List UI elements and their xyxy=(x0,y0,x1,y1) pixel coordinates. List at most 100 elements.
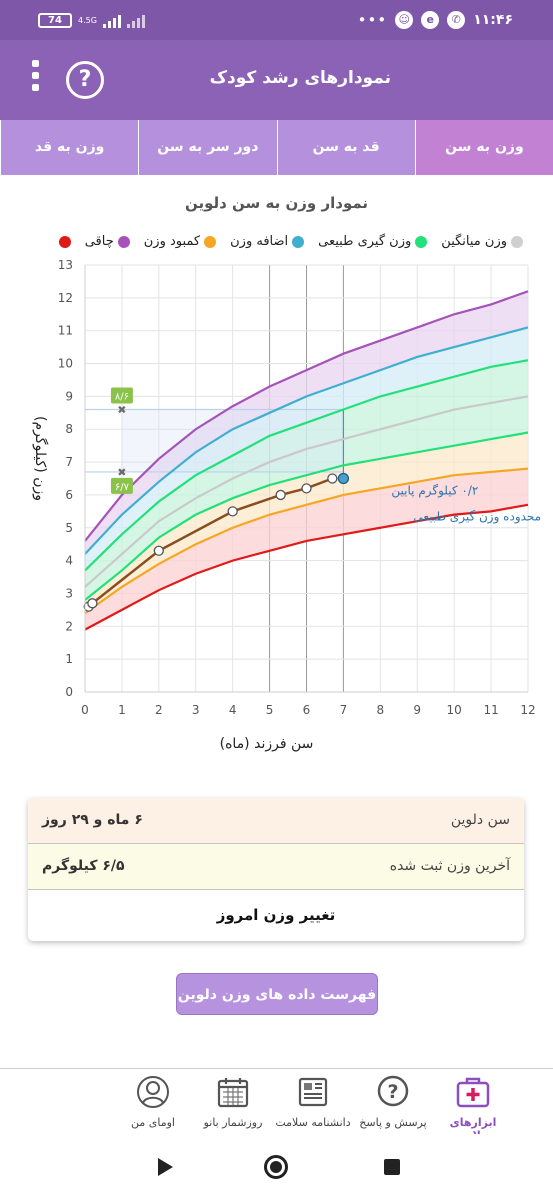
tab-height-for-age[interactable]: قد به سن xyxy=(276,120,415,175)
change-weight-button[interactable]: تغییر وزن امروز xyxy=(216,906,336,924)
legend-dot xyxy=(117,235,130,248)
series-line-5 xyxy=(84,467,529,615)
nav-profile[interactable]: اومای من xyxy=(113,1069,193,1134)
legend-item-overweight: اضافه وزن xyxy=(230,234,305,249)
weight-list-button[interactable]: فهرست داده های وزن دلوین xyxy=(176,973,378,1015)
band-area xyxy=(85,396,528,601)
band-area xyxy=(85,327,528,571)
legend-item-normal: وزن گیری طبیعی xyxy=(318,234,428,249)
x-tick-label: 8 xyxy=(377,703,385,717)
legend-dot xyxy=(292,235,305,248)
legend-item-red xyxy=(58,234,71,249)
tab-weight-for-age[interactable]: وزن به سن xyxy=(414,120,553,175)
child-weight-point xyxy=(275,489,286,501)
last-weight-row: آخرین وزن ثبت شده ۶/۵ کیلوگرم xyxy=(28,844,524,890)
series-line-3 xyxy=(84,395,529,588)
y-tick-label: 12 xyxy=(58,291,73,305)
nav-questions[interactable]: ? پرسش و پاسخ xyxy=(353,1069,433,1134)
x-tick-label: 2 xyxy=(155,703,163,717)
chart-legend: چاقی کمبود وزن اضافه وزن وزن گیری طبیعی … xyxy=(58,234,523,249)
more-notifications-icon: ••• xyxy=(357,11,388,29)
y-tick-label: 11 xyxy=(58,324,73,338)
y-tick-label: 9 xyxy=(65,389,73,403)
legend-label: کمبود وزن xyxy=(143,234,201,249)
series-line-4 xyxy=(84,431,529,601)
app-title: نمودارهای رشد کودک xyxy=(209,68,391,88)
nav-calendar[interactable]: روزشمار بانو xyxy=(193,1069,273,1134)
back-icon[interactable] xyxy=(158,1158,173,1176)
last-weight-value: ۶/۵ کیلوگرم xyxy=(42,858,125,874)
nav-encyclopedia[interactable]: دانشنامه سلامت xyxy=(273,1069,353,1134)
nav-label: اومای من xyxy=(131,1116,175,1129)
eitaa-notification-icon: e xyxy=(421,11,440,29)
legend-dot xyxy=(415,235,428,248)
clock: ۱۱:۴۶ xyxy=(473,12,513,28)
help-icon[interactable]: ? xyxy=(66,61,104,99)
today-weight-point xyxy=(337,472,350,485)
legend-label: چاقی xyxy=(84,234,114,249)
child-weight-point xyxy=(153,545,164,556)
y-tick-label: 13 xyxy=(58,258,73,272)
x-tick-label: 6 xyxy=(303,703,311,717)
bottom-navigation: ابزارهای سلامت ? پرسش و پاسخ دانشنامه سل… xyxy=(0,1068,553,1142)
home-icon[interactable] xyxy=(264,1155,288,1179)
y-tick-label: 2 xyxy=(65,619,73,633)
status-bar: 74 4.5G ••• ☺ e ✆ ۱۱:۴۶ xyxy=(0,0,553,40)
signal-icon xyxy=(102,14,121,28)
series-line-6 xyxy=(84,503,529,631)
legend-label: وزن میانگین xyxy=(441,234,507,249)
x-tick-label: 3 xyxy=(192,703,200,717)
child-info-card: سن دلوین ۶ ماه و ۲۹ روز آخرین وزن ثبت شد… xyxy=(28,798,524,941)
nav-label: روزشمار بانو xyxy=(203,1116,263,1129)
legend-label: وزن گیری طبیعی xyxy=(318,234,412,249)
range-upper-label: ۸/۶ xyxy=(115,392,129,403)
y-tick-label: 10 xyxy=(58,357,73,371)
normal-range-box xyxy=(121,409,344,472)
x-tick-label: 12 xyxy=(520,703,535,717)
y-tick-label: 4 xyxy=(65,554,73,568)
x-tick-label: 0 xyxy=(81,703,89,717)
app-bar: ? نمودارهای رشد کودک xyxy=(0,40,553,120)
range-badge xyxy=(110,387,133,404)
y-tick-label: 0 xyxy=(65,685,73,699)
legend-label: اضافه وزن xyxy=(230,234,289,249)
tab-weight-for-height[interactable]: وزن به قد xyxy=(0,120,138,175)
age-row: سن دلوین ۶ ماه و ۲۹ روز xyxy=(28,798,524,844)
band-area xyxy=(85,468,528,630)
x-tick-label: 9 xyxy=(413,703,421,717)
range-lower-label: ۶/۷ xyxy=(115,482,130,493)
y-tick-label: 1 xyxy=(65,652,73,666)
y-axis-label: وزن (کیلوگرم) xyxy=(32,416,49,501)
series-line-1 xyxy=(84,326,529,555)
tab-head-for-age[interactable]: دور سر به سن xyxy=(138,120,276,175)
last-weight-label: آخرین وزن ثبت شده xyxy=(389,858,510,874)
status-right: ••• ☺ e ✆ ۱۱:۴۶ xyxy=(358,11,513,29)
x-tick-label: 10 xyxy=(447,703,462,717)
child-weight-point xyxy=(87,598,98,609)
x-tick-label: 11 xyxy=(483,703,498,717)
calendar-icon xyxy=(217,1078,249,1108)
nav-health-tools[interactable]: ابزارهای سلامت xyxy=(433,1069,513,1142)
band-area xyxy=(85,432,528,614)
x-tick-label: 5 xyxy=(266,703,274,717)
more-menu-icon[interactable] xyxy=(26,60,44,100)
x-tick-label: 7 xyxy=(340,703,348,717)
range-marker-icon: ✖ xyxy=(117,404,126,417)
y-tick-label: 3 xyxy=(65,586,73,600)
chart-tabs: وزن به سن قد به سن دور سر به سن وزن به ق… xyxy=(0,120,553,175)
legend-item-underweight: کمبود وزن xyxy=(143,234,217,249)
newspaper-icon xyxy=(298,1077,328,1107)
child-weight-point xyxy=(327,473,338,484)
legend-dot xyxy=(511,235,523,248)
legend-item-average: وزن میانگین xyxy=(441,234,523,249)
series-line-0 xyxy=(84,290,529,542)
signal-icon-2 xyxy=(126,14,145,28)
age-value: ۶ ماه و ۲۹ روز xyxy=(42,812,143,828)
profile-icon xyxy=(137,1076,169,1108)
child-weight-point xyxy=(301,483,312,494)
band-area xyxy=(85,360,528,587)
y-tick-label: 7 xyxy=(65,455,73,469)
recents-icon[interactable] xyxy=(384,1159,400,1175)
